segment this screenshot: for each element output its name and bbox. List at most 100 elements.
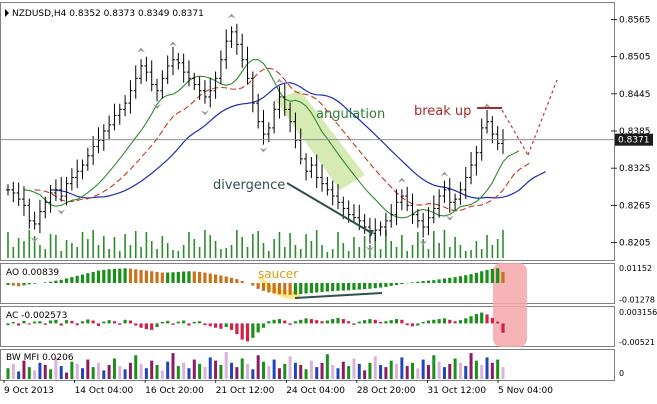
break-up-text: break up [414,104,471,119]
fractal-up-marker [440,171,449,177]
price-bar [112,103,117,131]
time-tick-label: 5 Nov 04:00 [498,386,553,396]
saucer-line [294,292,383,299]
price-bar [485,109,490,134]
price-bar [197,76,202,101]
price-bar [362,214,367,234]
price-bar [240,33,245,68]
fractal-down-marker [30,237,39,243]
price-bar [394,189,399,226]
price-bar [330,180,335,206]
price-bar [149,60,154,92]
price-tick-label: 0.8565 [619,15,651,25]
price-bar [59,176,64,202]
price-bar [218,50,223,84]
ao-histogram [6,268,505,295]
price-tick-label: 0.8385 [619,127,651,137]
price-bar [261,109,266,145]
price-bar [320,164,325,192]
collapse-arrow-icon[interactable] [5,9,9,17]
price-bar [160,70,165,99]
price-bar [11,181,16,203]
price-bar [213,71,218,99]
price-bar [314,154,319,188]
divergence-arrow [368,230,374,237]
ac-histogram [6,312,505,342]
price-bar [123,95,128,117]
fractal-up-marker [137,47,146,53]
price-bar [53,179,58,202]
price-bar [96,127,101,154]
current-price-label: 0.8371 [618,136,650,146]
price-bar [107,115,112,140]
ac-tick-label: -0.00521 [619,338,655,347]
price-bar [250,71,255,113]
price-bar [91,135,96,166]
price-bar [85,147,90,171]
price-bar [304,153,309,181]
price-tick-label: 0.8205 [619,239,651,249]
price-bar [421,212,426,238]
time-tick-label: 31 Oct 12:00 [427,386,486,396]
price-bar [410,193,415,224]
price-grid [611,19,617,243]
alligator-lips-line [23,59,520,219]
fractal-up-marker [397,177,406,183]
alligator-teeth-line [34,67,530,212]
price-bar [234,23,239,55]
divergence-text: divergence [213,178,285,193]
price-bar [32,211,37,230]
time-tick-label: 21 Oct 12:00 [216,386,275,396]
price-tick-label: 0.8445 [619,90,651,100]
fractal-up-marker [275,78,284,84]
price-bar [202,80,207,104]
price-bar [27,198,32,229]
price-bar [256,93,261,129]
angulation-text: angulation [316,107,385,122]
price-bar [490,116,495,144]
alligator-jaw-line [50,82,546,199]
time-tick-label: 16 Oct 20:00 [145,386,204,396]
price-bar [64,176,69,206]
price-bar [128,80,133,114]
fractal-up-marker [169,41,177,47]
price-bar [288,102,293,133]
price-bar [447,178,452,213]
price-bar [165,55,170,84]
price-tick-label: 0.8325 [619,164,651,174]
price-bar [139,59,144,84]
price-bar [208,77,213,108]
forecast-up-path [527,79,558,156]
price-bar [21,186,26,216]
time-tick-label: 24 Oct 04:00 [286,386,345,396]
price-bar [272,101,277,134]
moving-averages [23,59,546,219]
price-bar [458,181,463,205]
price-bar [351,204,356,224]
bwmfi-histogram [6,352,505,379]
price-bar [43,196,48,219]
price-bar [336,184,340,210]
price-tick-label: 0.8265 [619,201,651,211]
price-axis: 0.8565 0.8505 0.8445 0.8385 0.8325 0.8265 0.82… [619,15,651,248]
bwmfi-tick-label: 0 [619,369,624,378]
time-tick-label: 28 Oct 20:00 [357,386,416,396]
price-bar [186,60,191,87]
price-bar [378,221,383,236]
fractal-up-marker [227,13,236,19]
volume-bars [7,230,504,258]
price-bars [6,23,505,244]
price-bar [192,72,197,91]
price-bar [469,152,474,185]
price-bar [383,212,388,237]
bwmfi-axis: 0 [619,369,624,378]
price-bar [37,199,42,234]
time-axis: 9 Oct 2013 14 Oct 04:00 16 Oct 20:00 21 Oct… [3,380,553,396]
forecast-down-path [501,109,529,156]
price-bar [389,204,394,228]
ao-label: AO 0.00839 [6,268,59,278]
price-bar [298,128,303,165]
price-bar [133,65,138,99]
price-bar [373,218,378,242]
